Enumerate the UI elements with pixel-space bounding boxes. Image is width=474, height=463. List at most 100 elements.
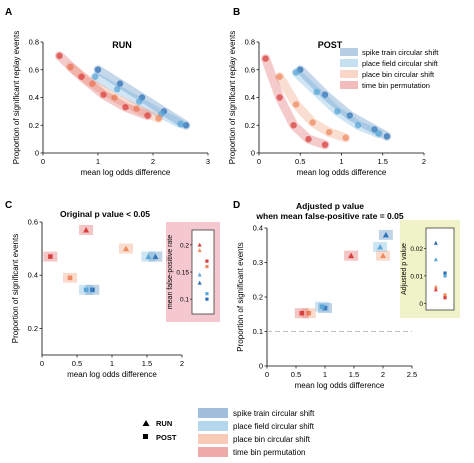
- data-point: [92, 73, 99, 80]
- x-tick-label: 1.5: [349, 370, 359, 379]
- legend-label: place field circular shift: [362, 59, 439, 68]
- inset-y-tick-label: 0.1: [180, 297, 189, 304]
- y-tick-label: 0.4: [253, 224, 263, 233]
- data-point-triangle: [348, 252, 355, 259]
- data-point-square: [299, 310, 305, 316]
- legend-label: place bin circular shift: [233, 435, 311, 444]
- x-axis-label: mean log odds difference: [295, 381, 385, 390]
- panel-b: B 0 0.5 1 1.5 2 0 0.2 0.4 0.6 0.8 mean log odds dif…: [228, 7, 439, 177]
- y-tick-label: 0.6: [245, 65, 255, 74]
- legend-label: time bin permutation: [362, 81, 430, 90]
- inset-y-tick-label: 0.15: [176, 270, 189, 277]
- panel-letter: A: [5, 7, 12, 18]
- y-tick-label: 0.2: [28, 324, 38, 333]
- data-point: [67, 63, 74, 71]
- x-tick-label: 1: [339, 157, 343, 166]
- data-point-square: [319, 304, 325, 309]
- inset-axes: [425, 227, 455, 311]
- legend-swatch: [340, 48, 358, 56]
- data-point: [292, 69, 300, 76]
- x-axis-label: mean log odds difference: [81, 168, 171, 177]
- inset-point-triangle: [197, 280, 202, 285]
- inset-y-label: mean false-positive rate: [167, 235, 174, 309]
- x-tick-label: 2: [151, 157, 155, 166]
- x-tick-label: 0.5: [291, 370, 301, 379]
- x-tick-label: 2: [180, 359, 184, 368]
- x-tick-label: 2: [381, 370, 385, 379]
- inset-point-square: [443, 293, 447, 297]
- data-point: [321, 141, 329, 148]
- data-point: [383, 133, 391, 140]
- legend-swatch: [198, 447, 228, 457]
- data-point: [155, 115, 162, 122]
- y-tick-label: 0.4: [28, 271, 38, 280]
- data-point: [144, 112, 151, 119]
- inset-y-tick-label: 0.01: [410, 273, 423, 280]
- square-marker-icon: [143, 434, 148, 439]
- data-point: [182, 122, 190, 129]
- data-point: [325, 128, 333, 136]
- data-point-triangle: [123, 245, 129, 252]
- series-legend: spike train circular shift place field ci…: [340, 48, 439, 90]
- data-point-triangle: [83, 226, 90, 233]
- y-tick-label: 0.8: [29, 38, 39, 47]
- x-tick-label: 2: [422, 157, 426, 166]
- inset-point-square: [205, 292, 209, 296]
- data-point: [94, 66, 102, 73]
- legend-marker-label: POST: [156, 433, 177, 442]
- data-point: [342, 134, 349, 141]
- inset-point-triangle: [197, 272, 202, 277]
- data-point: [321, 91, 329, 98]
- y-tick-label: 0: [259, 362, 263, 371]
- y-tick-label: 0.6: [29, 65, 39, 74]
- inset-point-triangle: [433, 287, 438, 292]
- inset-point-square: [205, 264, 209, 269]
- y-tick-label: 0.2: [29, 121, 39, 130]
- data-point: [111, 94, 118, 101]
- data-point-square: [322, 305, 328, 311]
- chart-title: RUN: [112, 40, 132, 50]
- legend-label: spike train circular shift: [362, 48, 439, 57]
- data-point: [133, 105, 140, 112]
- panel-letter: B: [233, 7, 240, 18]
- data-point-triangle: [380, 252, 386, 259]
- x-tick-label: 1: [110, 359, 114, 368]
- legend-swatch: [198, 421, 228, 431]
- inset-point-triangle: [197, 248, 202, 253]
- y-tick-label: 0: [35, 149, 39, 158]
- data-point-triangle: [377, 243, 384, 250]
- data-point-square: [90, 287, 95, 293]
- inset-y-tick-label: 0.2: [180, 242, 189, 249]
- data-point: [371, 126, 378, 133]
- y-axis-label: Proportion of significant events: [11, 234, 20, 343]
- y-tick-label: 0.1: [253, 327, 263, 336]
- data-point: [100, 91, 107, 98]
- x-tick-label: 0: [41, 157, 45, 166]
- inset-point-triangle: [433, 240, 438, 245]
- data-point-square: [67, 275, 73, 281]
- x-tick-label: 2.5: [407, 370, 417, 379]
- legend-label: spike train circular shift: [233, 409, 315, 418]
- data-point: [276, 73, 283, 80]
- data-point: [290, 122, 297, 129]
- data-point: [177, 120, 184, 128]
- data-point: [56, 52, 63, 60]
- inset-point-square: [205, 259, 209, 263]
- data-point: [375, 130, 382, 137]
- x-tick-label: 1.5: [142, 359, 152, 368]
- y-axis-label: Proportion of significant replay events: [12, 31, 21, 164]
- inset-point-square: [443, 274, 447, 278]
- data-point: [309, 119, 316, 126]
- triangle-marker-icon: [142, 420, 150, 426]
- inset-y-tick-label: 0: [419, 301, 423, 308]
- x-tick-label: 3: [206, 157, 210, 166]
- chart-title: POST: [318, 40, 343, 50]
- inset-point-square: [443, 271, 447, 275]
- chart-subtitle: when mean false-positive rate = 0.05: [255, 211, 403, 221]
- panel-letter: D: [233, 200, 240, 211]
- data-point: [305, 135, 312, 143]
- inset-point-square: [443, 296, 447, 300]
- inset-point-triangle: [433, 284, 438, 289]
